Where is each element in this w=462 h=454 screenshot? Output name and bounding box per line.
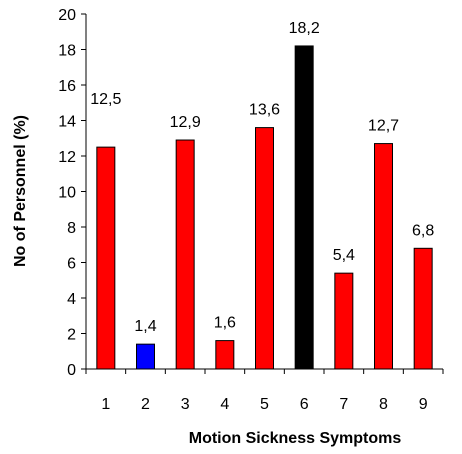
- y-tick-label: 2: [67, 327, 76, 344]
- x-axis-title: Motion Sickness Symptoms: [189, 430, 402, 447]
- x-tick-label: 5: [260, 396, 269, 413]
- data-label: 18,2: [289, 20, 320, 37]
- data-labels: 12,5 1,4 12,9 1,6 13,6 18,2 5,4 12,7 6,8: [90, 20, 434, 335]
- data-label: 6,8: [412, 222, 434, 239]
- data-label: 5,4: [333, 247, 355, 264]
- y-tick-label: 14: [58, 114, 76, 131]
- x-tick-label: 9: [419, 396, 428, 413]
- x-axis-ticks: 1 2 3 4 5 6 7 8 9: [85, 369, 444, 413]
- data-label: 12,9: [170, 114, 201, 131]
- y-tick-label: 20: [58, 7, 76, 24]
- y-tick-label: 10: [58, 185, 76, 202]
- y-tick-label: 16: [58, 78, 76, 95]
- x-tick-label: 7: [339, 396, 348, 413]
- bar: [255, 127, 274, 370]
- y-axis-title: No of Personnel (%): [12, 115, 29, 267]
- bar: [136, 343, 155, 370]
- x-tick-label: 1: [101, 396, 110, 413]
- y-tick-label: 4: [67, 291, 76, 308]
- data-label: 12,7: [368, 118, 399, 135]
- bar: [294, 45, 314, 370]
- bar: [374, 143, 393, 370]
- bar: [175, 139, 195, 370]
- x-tick-label: 8: [379, 396, 388, 413]
- x-tick-label: 4: [220, 396, 229, 413]
- bar: [96, 146, 116, 370]
- x-tick-label: 3: [181, 396, 190, 413]
- y-tick-label: 6: [67, 256, 76, 273]
- y-tick-label: 18: [58, 43, 76, 60]
- data-label: 1,6: [214, 315, 236, 332]
- y-tick-label: 8: [67, 220, 76, 237]
- x-tick-label: 2: [141, 396, 150, 413]
- y-tick-label: 0: [67, 362, 76, 379]
- bar: [413, 247, 433, 370]
- y-axis-ticks: 0 2 4 6 8 10 12 14 16 18 20: [58, 7, 86, 379]
- bar: [215, 340, 235, 370]
- data-label: 1,4: [134, 318, 156, 335]
- x-tick-label: 6: [300, 396, 309, 413]
- data-label: 13,6: [249, 102, 280, 119]
- bar: [334, 272, 354, 370]
- y-tick-label: 12: [58, 149, 76, 166]
- data-label: 12,5: [90, 91, 121, 108]
